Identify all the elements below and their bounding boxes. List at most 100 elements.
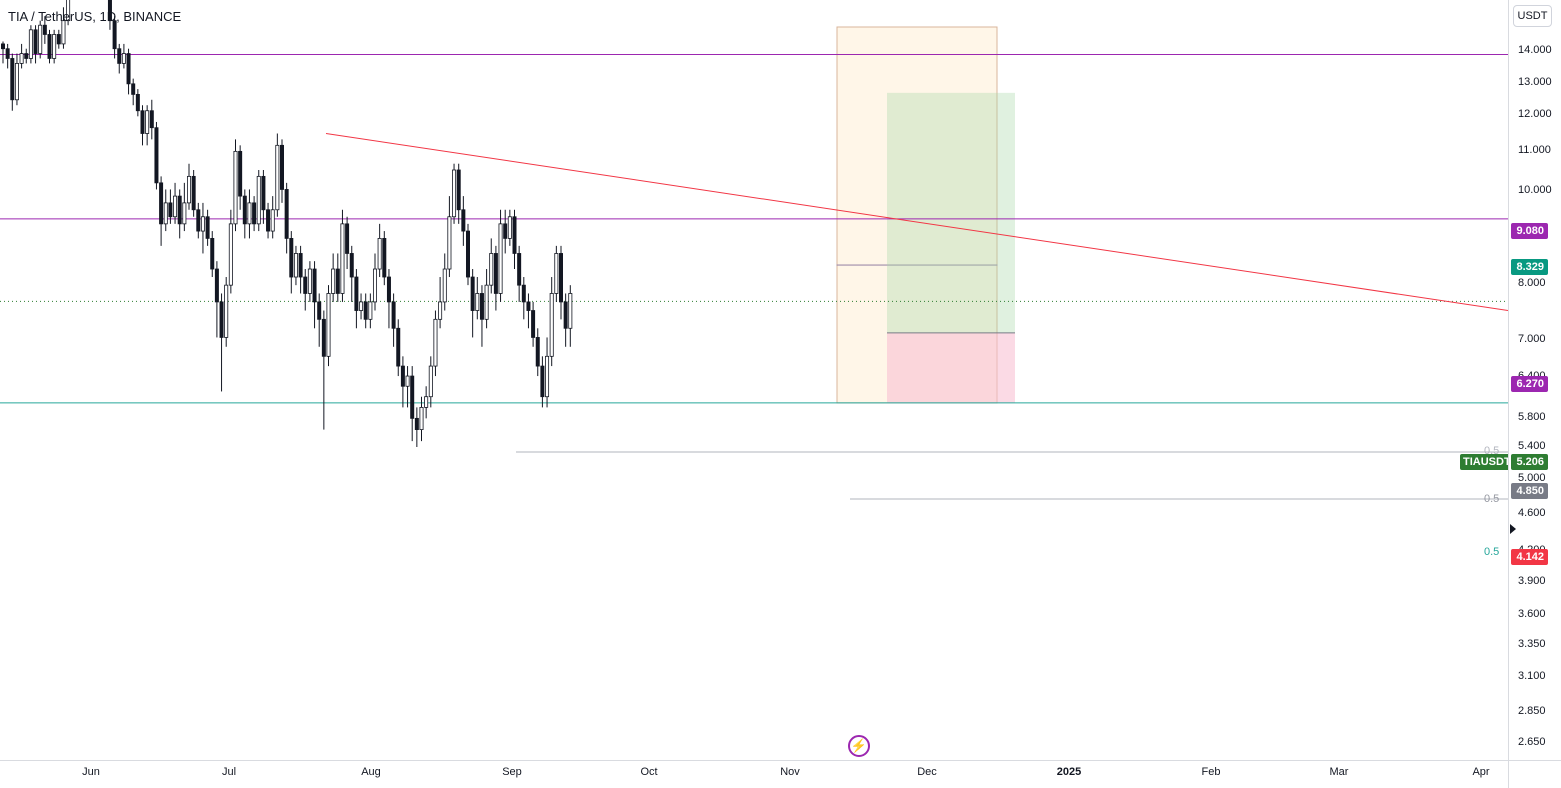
candle-body bbox=[248, 203, 251, 224]
candle-body bbox=[387, 277, 390, 302]
resistance-lower-price-label: 6.270 bbox=[1511, 376, 1548, 392]
candle-body bbox=[48, 34, 51, 58]
candle-body bbox=[462, 210, 465, 231]
chart-area[interactable]: TIA / TetherUS, 1D, BINANCE ⚡ 0.5 0.5 0.… bbox=[0, 0, 1508, 760]
month-label: Jun bbox=[82, 766, 100, 778]
price-tick: 8.000 bbox=[1518, 277, 1546, 289]
candle-body bbox=[1, 44, 4, 49]
candle-body bbox=[183, 203, 186, 224]
candle-body bbox=[346, 224, 349, 254]
currency-button[interactable]: USDT bbox=[1513, 5, 1552, 27]
candle-body bbox=[504, 224, 507, 239]
candle-body bbox=[6, 49, 9, 59]
candle-body bbox=[173, 196, 176, 217]
month-label: Apr bbox=[1472, 766, 1489, 778]
candle-body bbox=[206, 217, 209, 239]
candle-body bbox=[266, 210, 269, 231]
candle-body bbox=[39, 25, 42, 53]
target-zone bbox=[887, 93, 1015, 333]
candle-body bbox=[336, 269, 339, 293]
candle-body bbox=[308, 269, 311, 293]
month-label: Dec bbox=[917, 766, 937, 778]
candle-body bbox=[513, 217, 516, 254]
candle-body bbox=[545, 356, 548, 396]
candle-body bbox=[355, 277, 358, 311]
price-tick: 5.800 bbox=[1518, 411, 1546, 423]
candle-body bbox=[160, 183, 163, 224]
symbol-label: TIAUSDT bbox=[1460, 454, 1508, 470]
month-label: Aug bbox=[361, 766, 381, 778]
candle-body bbox=[20, 54, 23, 64]
candle-body bbox=[322, 319, 325, 356]
candle-body bbox=[201, 217, 204, 231]
chart-canvas[interactable] bbox=[0, 0, 1508, 760]
candle-body bbox=[550, 293, 553, 356]
candle-body bbox=[350, 253, 353, 277]
month-label: 2025 bbox=[1057, 766, 1081, 778]
candle-body bbox=[448, 217, 451, 269]
resistance-upper-price-label: 9.080 bbox=[1511, 223, 1548, 239]
candle-body bbox=[378, 238, 381, 269]
candle-body bbox=[494, 253, 497, 293]
candle-body bbox=[229, 224, 232, 285]
candle-body bbox=[401, 366, 404, 386]
candle-body bbox=[332, 269, 335, 293]
price-tick: 2.650 bbox=[1518, 736, 1546, 748]
price-tick: 7.000 bbox=[1518, 333, 1546, 345]
candle-body bbox=[127, 54, 130, 84]
candle-body bbox=[118, 49, 121, 64]
candle-body bbox=[290, 238, 293, 277]
candle-body bbox=[383, 238, 386, 277]
candle-body bbox=[211, 238, 214, 269]
candle-body bbox=[313, 269, 316, 302]
candle-body bbox=[318, 302, 321, 319]
candle-body bbox=[443, 269, 446, 302]
fib-label: 0.5 bbox=[1484, 546, 1499, 558]
candle-body bbox=[425, 397, 428, 408]
candle-body bbox=[555, 253, 558, 293]
candle-body bbox=[178, 196, 181, 224]
candle-body bbox=[341, 224, 344, 294]
lightning-icon[interactable]: ⚡ bbox=[848, 735, 870, 757]
candle-body bbox=[122, 54, 125, 64]
candle-body bbox=[262, 176, 265, 209]
candle-body bbox=[373, 269, 376, 302]
stop-price-label: 4.142 bbox=[1511, 549, 1548, 565]
candle-body bbox=[522, 285, 525, 302]
candle-body bbox=[192, 176, 195, 209]
candle-body bbox=[406, 376, 409, 386]
candle-body bbox=[532, 311, 535, 338]
candle-body bbox=[490, 253, 493, 285]
candle-body bbox=[359, 302, 362, 311]
candle-body bbox=[187, 176, 190, 203]
candle-body bbox=[559, 253, 562, 301]
candle-body bbox=[457, 170, 460, 210]
candle-body bbox=[34, 30, 37, 54]
candle-body bbox=[294, 253, 297, 277]
candle-body bbox=[220, 302, 223, 338]
candle-body bbox=[499, 224, 502, 294]
candle-body bbox=[392, 302, 395, 328]
month-label: Mar bbox=[1330, 766, 1349, 778]
fib-label: 0.5 bbox=[1484, 493, 1499, 505]
candle-body bbox=[132, 84, 135, 95]
candle-body bbox=[276, 145, 279, 209]
candle-body bbox=[164, 203, 167, 224]
candle-body bbox=[155, 128, 158, 183]
candle-body bbox=[141, 111, 144, 134]
candle-body bbox=[508, 217, 511, 239]
candle-body bbox=[541, 366, 544, 397]
candle-body bbox=[480, 293, 483, 319]
candle-body bbox=[280, 145, 283, 189]
candle-body bbox=[43, 25, 46, 34]
candle-body bbox=[420, 407, 423, 429]
price-tick: 14.000 bbox=[1518, 44, 1552, 56]
candle-body bbox=[471, 277, 474, 311]
candle-body bbox=[15, 63, 18, 99]
candle-body bbox=[29, 30, 32, 59]
candle-body bbox=[197, 210, 200, 231]
candle-body bbox=[369, 302, 372, 319]
candle-body bbox=[397, 328, 400, 366]
candle-body bbox=[285, 189, 288, 238]
candle-body bbox=[53, 34, 56, 58]
